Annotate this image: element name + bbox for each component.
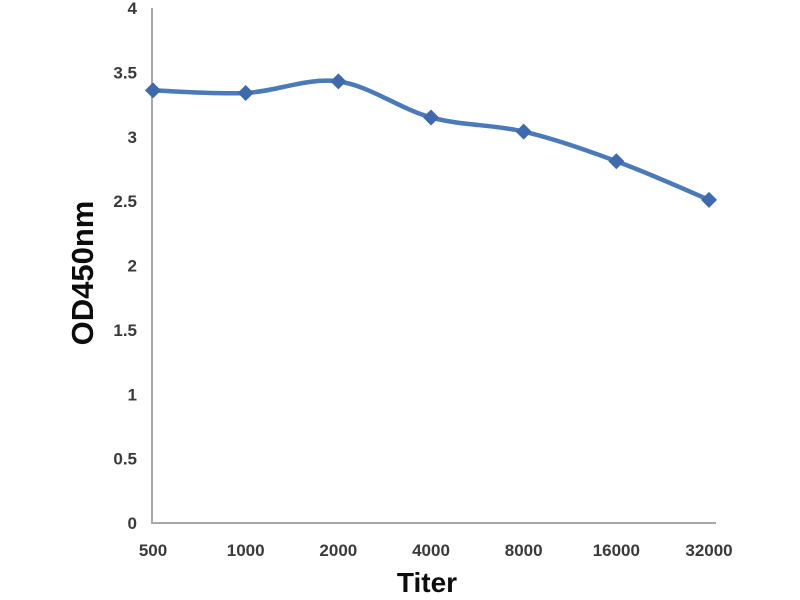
y-tick-label: 1.5 — [113, 321, 137, 340]
x-axis-title: Titer — [397, 567, 457, 598]
data-point-marker — [237, 84, 254, 101]
data-point-marker — [145, 82, 161, 99]
series-line — [150, 78, 712, 203]
data-point-marker — [608, 153, 625, 170]
y-tick-label: 3.5 — [113, 63, 137, 82]
data-point-marker — [330, 73, 347, 90]
x-tick-label: 1000 — [227, 541, 265, 560]
data-point-marker — [701, 191, 717, 208]
axes — [151, 8, 716, 524]
data-point-marker — [515, 123, 532, 140]
y-tick-label: 2.5 — [113, 192, 137, 211]
y-axis-tick-labels: 0 0.5 1 1.5 2 2.5 3 3.5 4 — [113, 0, 137, 533]
y-tick-label: 4 — [128, 0, 138, 18]
x-tick-label: 32000 — [685, 541, 732, 560]
y-tick-label: 1 — [128, 385, 137, 404]
x-tick-label: 4000 — [412, 541, 450, 560]
y-tick-label: 0.5 — [113, 450, 137, 469]
x-tick-label: 16000 — [593, 541, 640, 560]
data-point-marker — [423, 109, 439, 126]
x-tick-label: 2000 — [319, 541, 357, 560]
y-tick-label: 3 — [128, 128, 137, 147]
y-tick-label: 0 — [128, 514, 137, 533]
x-axis-tick-labels: 500 1000 2000 4000 8000 16000 32000 — [139, 541, 733, 560]
x-tick-label: 500 — [139, 541, 167, 560]
y-axis-title: OD450nm — [65, 201, 100, 346]
x-tick-label: 8000 — [505, 541, 543, 560]
y-tick-label: 2 — [128, 257, 137, 276]
data-series — [145, 73, 717, 208]
